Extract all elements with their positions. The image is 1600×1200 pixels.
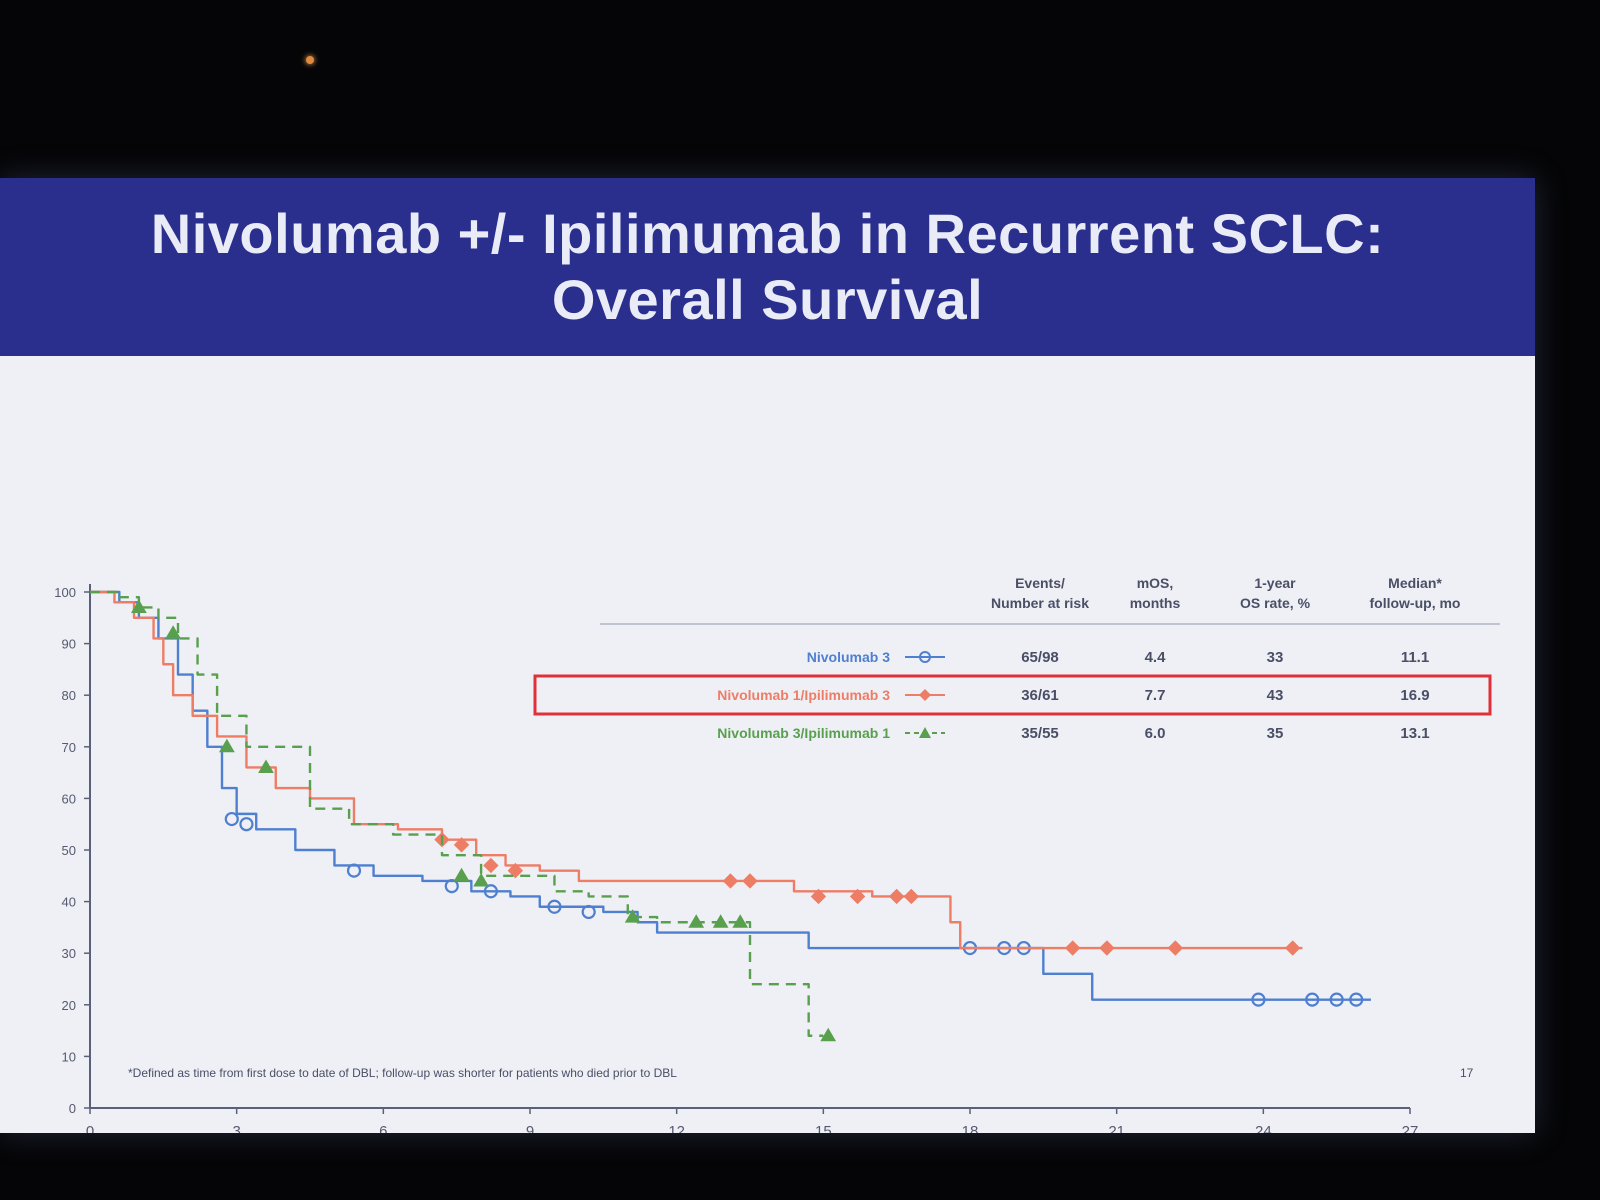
table-cell-1-1: 65/98 bbox=[1021, 649, 1059, 666]
table-header-1: Events/ bbox=[1015, 575, 1065, 591]
table-cell-3-4: 13.1 bbox=[1400, 725, 1429, 742]
x-tick-label: 6 bbox=[379, 1123, 387, 1133]
x-tick-label: 24 bbox=[1255, 1123, 1272, 1133]
censor-marker-circle bbox=[581, 904, 596, 920]
legend-label-2: Nivolumab 1/Ipilimumab 3 bbox=[717, 687, 890, 703]
censor-marker-diamond bbox=[810, 888, 827, 905]
page-number: 17 bbox=[1460, 1066, 1474, 1080]
table-header-4: Median* bbox=[1388, 575, 1442, 591]
presentation-slide: Nivolumab +/- Ipilimumab in Recurrent SC… bbox=[0, 178, 1535, 1133]
censor-marker-circle bbox=[547, 899, 562, 914]
x-tick-label: 15 bbox=[815, 1123, 832, 1133]
x-tick-label: 21 bbox=[1108, 1123, 1125, 1133]
censor-marker-circle bbox=[1349, 992, 1364, 1007]
table-cell-2-2: 7.7 bbox=[1145, 687, 1166, 704]
table-header-2: mOS, bbox=[1137, 575, 1174, 591]
x-tick-label: 9 bbox=[526, 1123, 534, 1133]
y-tick-label: 40 bbox=[62, 895, 76, 910]
table-cell-1-2: 4.4 bbox=[1145, 649, 1167, 666]
y-tick-label: 90 bbox=[62, 637, 76, 652]
legend-label-3: Nivolumab 3/Ipilimumab 1 bbox=[717, 725, 890, 741]
y-tick-label: 30 bbox=[62, 946, 76, 961]
censor-marker-circle bbox=[239, 817, 254, 832]
footnote: *Defined as time from first dose to date… bbox=[128, 1066, 677, 1080]
y-tick-label: 20 bbox=[62, 998, 76, 1013]
survival-chart: 03691215182124270102030405060708090100Ti… bbox=[54, 575, 1500, 1133]
censor-marker-triangle bbox=[131, 599, 147, 613]
censor-marker-triangle bbox=[453, 867, 470, 882]
censor-marker-circle bbox=[224, 811, 239, 827]
y-tick-label: 80 bbox=[62, 688, 76, 703]
slide-title-line-2: Overall Survival bbox=[551, 268, 984, 331]
table-cell-2-1: 36/61 bbox=[1021, 687, 1059, 704]
table-cell-2-3: 43 bbox=[1267, 687, 1284, 704]
table-header-1: Number at risk bbox=[991, 595, 1089, 611]
table-cell-2-4: 16.9 bbox=[1400, 687, 1429, 704]
y-tick-label: 50 bbox=[62, 843, 76, 858]
censor-marker-diamond bbox=[849, 888, 866, 905]
slide-title-line-1: Nivolumab +/- Ipilimumab in Recurrent SC… bbox=[150, 202, 1385, 265]
table-header-4: follow-up, mo bbox=[1370, 595, 1461, 611]
censor-marker-diamond bbox=[1167, 940, 1184, 956]
y-tick-label: 10 bbox=[62, 1049, 76, 1064]
censor-marker-diamond bbox=[507, 862, 524, 879]
censor-marker-circle bbox=[1251, 992, 1266, 1007]
x-tick-label: 3 bbox=[232, 1123, 240, 1133]
censor-marker-triangle bbox=[624, 909, 641, 923]
censor-marker-triangle bbox=[688, 914, 705, 928]
table-cell-3-3: 35 bbox=[1267, 725, 1284, 742]
legend-marker-circle bbox=[919, 651, 931, 663]
censor-marker-circle bbox=[1305, 992, 1320, 1007]
legend-marker-diamond bbox=[919, 689, 931, 701]
y-tick-label: 70 bbox=[62, 740, 76, 755]
table-header-3: OS rate, % bbox=[1240, 595, 1311, 611]
x-tick-label: 0 bbox=[86, 1123, 94, 1133]
y-tick-label: 60 bbox=[62, 791, 76, 806]
y-tick-label: 100 bbox=[54, 585, 76, 600]
censor-marker-circle bbox=[483, 884, 498, 899]
censor-marker-diamond bbox=[903, 888, 920, 905]
censor-marker-circle bbox=[346, 863, 362, 878]
censor-marker-diamond bbox=[1284, 940, 1301, 956]
series-line-1 bbox=[90, 590, 1371, 1001]
censor-marker-triangle bbox=[732, 914, 749, 928]
y-tick-label: 0 bbox=[69, 1101, 76, 1116]
table-cell-1-3: 33 bbox=[1267, 649, 1284, 666]
censor-marker-circle bbox=[444, 879, 459, 894]
table-cell-3-2: 6.0 bbox=[1145, 725, 1166, 742]
censor-marker-triangle bbox=[473, 872, 489, 887]
legend-label-1: Nivolumab 3 bbox=[807, 649, 890, 665]
censor-marker-diamond bbox=[453, 837, 470, 853]
x-tick-label: 27 bbox=[1402, 1123, 1419, 1133]
censor-marker-diamond bbox=[1099, 940, 1115, 956]
censor-marker-diamond bbox=[483, 857, 499, 874]
table-cell-3-1: 35/55 bbox=[1021, 725, 1059, 742]
series-line-3 bbox=[90, 590, 824, 1037]
censor-marker-circle bbox=[1329, 992, 1344, 1007]
censor-marker-diamond bbox=[1064, 940, 1081, 956]
table-cell-1-4: 11.1 bbox=[1401, 649, 1429, 666]
table-header-3: 1-year bbox=[1254, 575, 1296, 591]
x-tick-label: 12 bbox=[668, 1123, 685, 1133]
censor-marker-triangle bbox=[820, 1027, 837, 1042]
censor-marker-diamond bbox=[742, 873, 758, 889]
censor-marker-triangle bbox=[258, 759, 274, 773]
censor-marker-diamond bbox=[722, 873, 739, 889]
x-tick-label: 18 bbox=[962, 1123, 979, 1133]
table-header-2: months bbox=[1130, 595, 1181, 611]
censor-marker-triangle bbox=[219, 738, 235, 753]
censor-marker-triangle bbox=[165, 625, 181, 639]
legend-marker-triangle bbox=[919, 727, 931, 738]
laser-pointer-dot bbox=[306, 56, 314, 64]
censor-marker-triangle bbox=[712, 914, 729, 928]
title-banner: Nivolumab +/- Ipilimumab in Recurrent SC… bbox=[0, 178, 1535, 356]
highlight-box bbox=[533, 674, 1492, 716]
censor-marker-diamond bbox=[888, 888, 905, 905]
